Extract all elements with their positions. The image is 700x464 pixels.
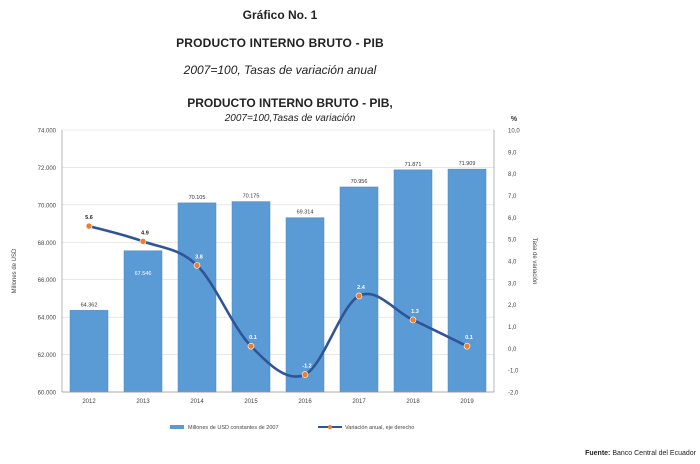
y-right-unit: %: [511, 116, 518, 123]
y-left-tick-label: 60.000: [38, 391, 57, 397]
y-left-tick-label: 64.000: [38, 316, 57, 322]
y-right-tick-label: 2,0: [508, 303, 517, 309]
line-point: [355, 292, 363, 300]
page-title: PRODUCTO INTERNO BRUTO - PIB: [176, 36, 384, 50]
bar: [69, 310, 109, 393]
y-right-axis-label: Tasa de variación: [531, 238, 537, 285]
y-right-tick-label: 4,0: [508, 260, 517, 266]
y-right-tick-label: -1,0: [508, 369, 519, 375]
y-left-axis-label: Millones de USD: [12, 248, 18, 293]
x-tick-label: 2018: [406, 399, 420, 405]
y-right-tick-label: 7,0: [508, 194, 517, 200]
bar-data-label: 64.362: [81, 302, 98, 308]
y-right-tick-label: 0,0: [508, 347, 517, 353]
y-right-tick-label: 5,0: [508, 238, 517, 244]
legend-marker: [328, 425, 332, 429]
axes: 60.000 62.000 64.000 66.000 68.000 70.000 72.0…: [12, 116, 537, 405]
legend: Millones de USD constantes de 2007 Variac…: [170, 425, 414, 431]
bar: [393, 169, 433, 393]
bar-data-label: 70.105: [189, 195, 206, 201]
y-right-tick-label: 9,0: [508, 150, 517, 156]
bar-data-label: 71.909: [459, 161, 476, 167]
x-tick-label: 2017: [352, 399, 366, 405]
line-point: [301, 371, 309, 378]
line-point: [85, 222, 93, 230]
line-point: [247, 342, 255, 350]
line-point: [463, 342, 471, 350]
y-left-tick-label: 62.000: [38, 353, 57, 359]
legend-swatch-bar: [170, 425, 184, 429]
x-tick-label: 2019: [460, 399, 474, 405]
y-right-tick-label: 8,0: [508, 172, 517, 178]
y-right-tick-label: -2,0: [508, 391, 519, 397]
bar-data-label: 71.871: [405, 162, 422, 168]
bar: [285, 217, 325, 393]
line-data-label: 0.1: [465, 335, 473, 341]
x-tick-label: 2013: [136, 399, 150, 405]
bar-data-label: 69.314: [297, 210, 314, 216]
y-right-tick-label: 6,0: [508, 216, 517, 222]
line-data-label: 0.1: [249, 335, 257, 341]
variation-line: [88, 224, 468, 378]
bar-series: 64.362 67.546 70.105 70.175 69.314 70.956 71.8…: [69, 161, 487, 393]
y-right-tick-label: 1,0: [508, 325, 517, 331]
bar-data-label: 70.175: [243, 194, 260, 200]
y-left-tick-label: 70.000: [38, 203, 57, 209]
chart-subtitle: 2007=100,Tasas de variación: [224, 113, 356, 124]
bar: [177, 202, 217, 393]
line-data-label: 2.4: [357, 285, 366, 291]
figure-label: Gráfico No. 1: [242, 8, 318, 22]
legend-label-line: Variación anual, eje derecho: [345, 425, 414, 431]
bar: [447, 168, 487, 393]
line-data-label: -1.2: [302, 364, 311, 370]
x-tick-label: 2015: [244, 399, 258, 405]
legend-label-bar: Millones de USD constantes de 2007: [188, 425, 279, 431]
y-right-tick-label: 3,0: [508, 281, 517, 287]
line-point: [139, 238, 147, 245]
source-note: Fuente: Banco Central del Ecuador: [585, 450, 696, 457]
line-data-label: 4.9: [141, 230, 149, 236]
y-left-tick-label: 72.000: [38, 166, 57, 172]
chart-title: PRODUCTO INTERNO BRUTO - PIB,: [187, 96, 393, 110]
bar-data-label: 67.546: [135, 271, 152, 277]
x-tick-label: 2016: [298, 399, 312, 405]
line-point: [193, 262, 201, 269]
line-data-label: 1.3: [411, 309, 419, 315]
bar-data-label: 70.956: [351, 179, 368, 185]
y-left-tick-label: 74.000: [38, 129, 57, 135]
y-left-tick-label: 68.000: [38, 241, 57, 247]
x-tick-label: 2012: [82, 399, 96, 405]
bar: [339, 186, 379, 393]
y-right-tick-label: 10,0: [508, 129, 520, 135]
line-data-label: 5.6: [85, 215, 93, 221]
bar: [231, 201, 271, 393]
bar: [123, 250, 163, 393]
line-point: [409, 316, 417, 324]
y-left-tick-label: 66.000: [38, 278, 57, 284]
line-series: 5.6 4.9 3.8 0.1 -1.2 2.4 1.3 0.1: [85, 215, 473, 378]
line-data-label: 3.8: [195, 254, 203, 260]
page-subtitle: 2007=100, Tasas de variación anual: [183, 63, 377, 77]
x-tick-label: 2014: [190, 399, 204, 405]
